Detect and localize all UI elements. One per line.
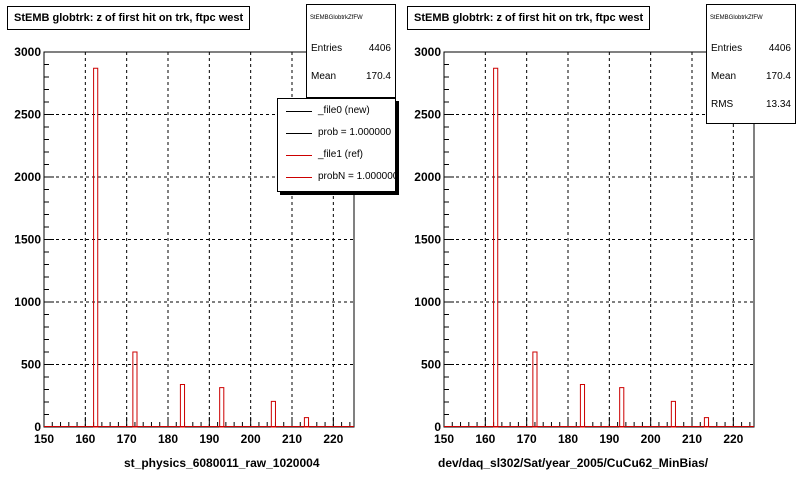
legend-label: _file1 (ref) (318, 149, 364, 160)
x-tick-label: 210 (282, 432, 302, 446)
x-tick-label: 200 (641, 432, 661, 446)
legend-label: _file0 (new) (318, 105, 370, 116)
x-tick-label: 180 (158, 432, 178, 446)
stats-histogram-name: StEMBGlobtrkZfFW (310, 15, 363, 21)
stats-box: StEMBGlobtrkZfFW Entries 4406 Mean 170.4… (706, 4, 796, 124)
x-tick-label: 200 (241, 432, 261, 446)
y-tick-label: 1500 (14, 233, 41, 247)
legend-swatch (286, 111, 312, 112)
stats-value: 170.4 (365, 71, 391, 82)
y-tick-label: 1000 (14, 295, 41, 309)
histogram-plot-right: 150 160 170 180 190 200 210 220 0 500 1000 1500 2000… (414, 45, 755, 446)
x-tick-label: 220 (323, 432, 343, 446)
y-tick-label: 3000 (14, 45, 41, 59)
x-tick-label: 220 (723, 432, 743, 446)
x-tick-label: 170 (517, 432, 537, 446)
stats-box: StEMBGlobtrkZfFW Entries 4406 Mean 170.4 (306, 4, 396, 98)
x-tick-label: 170 (117, 432, 137, 446)
y-tick-label: 2500 (14, 108, 41, 122)
legend-swatch (286, 177, 312, 178)
legend-swatch (286, 133, 312, 134)
y-tick-label: 2000 (414, 170, 441, 184)
legend-item-probn: probN = 1.000000 (278, 167, 396, 187)
y-tick-label: 2000 (14, 170, 41, 184)
stats-value: 170.4 (765, 71, 791, 82)
y-tick-label: 500 (21, 358, 41, 372)
legend-label: prob = 1.000000 (318, 127, 392, 138)
stats-histogram-name: StEMBGlobtrkZfFW (710, 15, 763, 21)
x-tick-label: 190 (199, 432, 219, 446)
histogram-panel-left: 150 160 170 180 190 200 210 220 0 500 1000 1500 2000… (7, 4, 396, 470)
y-tick-label: 500 (421, 358, 441, 372)
stats-row-mean: Mean 170.4 (311, 71, 391, 85)
x-tick-label: 210 (682, 432, 702, 446)
stats-row-entries: Entries 4406 (311, 43, 391, 57)
stats-row-mean: Mean 170.4 (711, 71, 791, 85)
stats-label: Entries (311, 43, 343, 54)
x-axis-footer: st_physics_6080011_raw_1020004 (124, 456, 320, 470)
legend-label: probN = 1.000000 (318, 171, 396, 182)
stats-value: 4406 (368, 43, 391, 54)
stats-row-rms: RMS 13.34 (711, 99, 791, 113)
stats-row-entries: Entries 4406 (711, 43, 791, 57)
x-axis-footer: dev/daq_sl302/Sat/year_2005/CuCu62_MinBi… (438, 456, 709, 470)
plot-title: StEMB globtrk: z of first hit on trk, ft… (7, 6, 251, 30)
x-tick-label: 160 (475, 432, 495, 446)
legend-item-prob: prob = 1.000000 (278, 123, 395, 143)
legend: _file0 (new) prob = 1.000000 _file1 (ref… (277, 98, 396, 192)
stats-label: RMS (711, 99, 734, 110)
stats-label: Mean (311, 71, 337, 82)
stats-value: 4406 (768, 43, 791, 54)
y-tick-label: 2500 (414, 108, 441, 122)
y-tick-label: 1000 (414, 295, 441, 309)
stats-label: Entries (711, 43, 743, 54)
y-tick-label: 1500 (414, 233, 441, 247)
stats-label: Mean (711, 71, 737, 82)
x-tick-label: 150 (434, 432, 454, 446)
y-tick-label: 0 (434, 420, 441, 434)
histogram-panel-right: 150 160 170 180 190 200 210 220 0 500 1000 1500 2000… (400, 0, 800, 480)
x-tick-label: 180 (558, 432, 578, 446)
legend-item-file0: _file0 (new) (278, 101, 395, 121)
x-tick-label: 160 (75, 432, 95, 446)
legend-item-file1: _file1 (ref) (278, 145, 395, 165)
y-tick-label: 3000 (414, 45, 441, 59)
stats-value: 13.34 (765, 99, 791, 110)
x-tick-label: 150 (34, 432, 54, 446)
x-tick-label: 190 (599, 432, 619, 446)
y-tick-label: 0 (34, 420, 41, 434)
legend-swatch (286, 155, 312, 156)
plot-title: StEMB globtrk: z of first hit on trk, ft… (407, 6, 651, 30)
